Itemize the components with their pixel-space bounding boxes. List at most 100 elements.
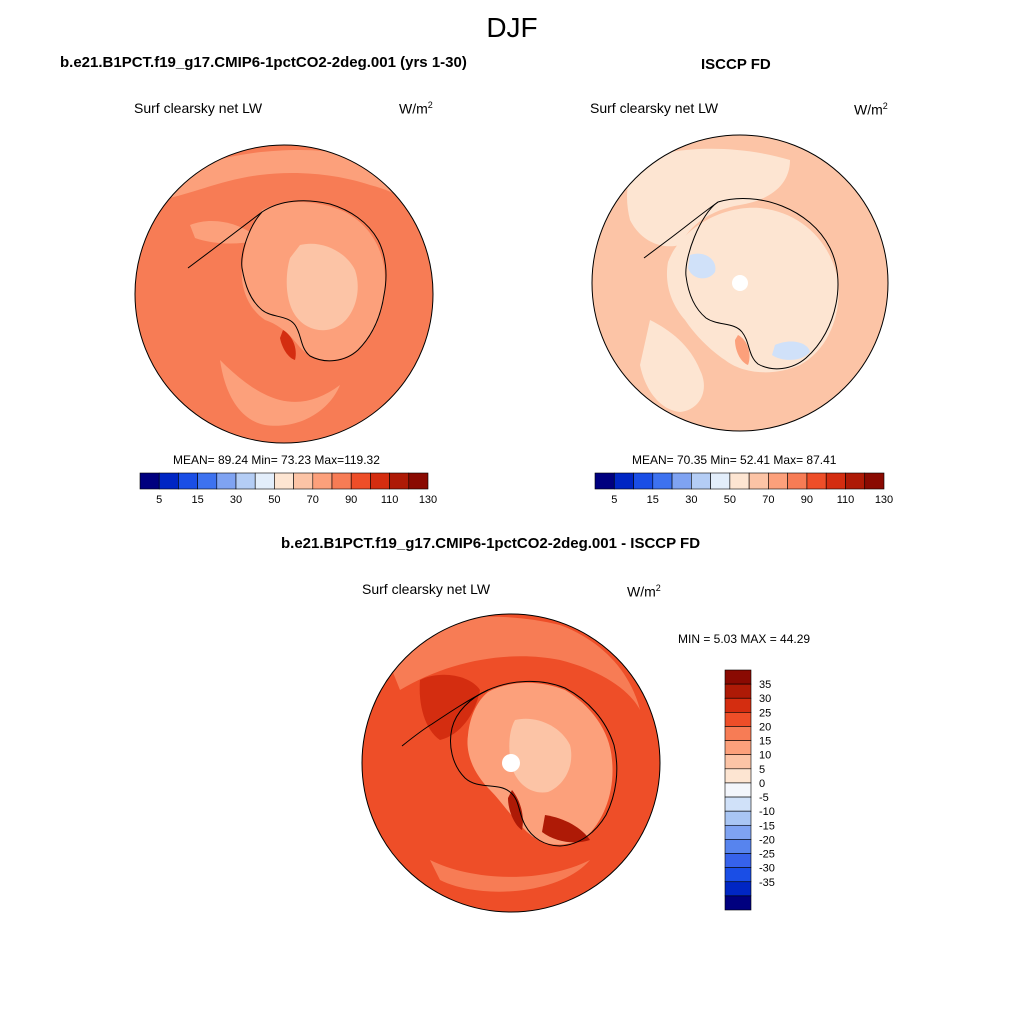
obs-panel-title: ISCCP FD bbox=[701, 56, 771, 73]
obs-antarctica-coastline bbox=[685, 198, 839, 370]
obs-polar-map bbox=[591, 134, 889, 432]
diff-colorbar-tick-label: 25 bbox=[759, 707, 771, 719]
obs-field-warm-patch bbox=[735, 335, 750, 365]
obs-colorbar-box bbox=[748, 472, 769, 490]
model-colorbar-tick-label: 130 bbox=[419, 494, 437, 506]
diff-colorbar-tick-label: -20 bbox=[759, 834, 775, 846]
obs-colorbar-box bbox=[633, 472, 654, 490]
model-colorbar-tick-label: 30 bbox=[230, 494, 242, 506]
obs-colorbar-box bbox=[710, 472, 731, 490]
model-antarctica-coastline bbox=[241, 200, 387, 362]
diff-field-dark-ross bbox=[508, 790, 523, 830]
diff-colorbar-tick-label: 20 bbox=[759, 721, 771, 733]
model-peninsula-coastline bbox=[187, 211, 263, 269]
diff-colorbar-box bbox=[724, 853, 752, 868]
obs-colorbar-box bbox=[787, 472, 808, 490]
obs-colorbar-tick-label: 90 bbox=[801, 494, 813, 506]
model-field-ocean-south bbox=[220, 360, 340, 426]
obs-field-north-band bbox=[627, 148, 790, 247]
model-colorbar: 5 15 30 50 70 90 110 130 bbox=[139, 472, 437, 506]
model-colorbar-box bbox=[178, 472, 198, 490]
model-colorbar-box bbox=[274, 472, 294, 490]
diff-colorbar-box bbox=[724, 810, 752, 826]
diff-field-plateau bbox=[509, 718, 572, 793]
model-colorbar-box bbox=[197, 472, 218, 490]
model-field-hotspot bbox=[280, 330, 296, 360]
diff-peninsula-coastline bbox=[401, 689, 489, 747]
model-stats-label: MEAN= 89.24 Min= 73.23 Max=119.32 bbox=[173, 453, 380, 467]
diff-units-label: W/m2 bbox=[627, 583, 661, 600]
diff-colorbar-box bbox=[724, 712, 752, 727]
model-variable-label: Surf clearsky net LW bbox=[134, 100, 263, 116]
model-map-border bbox=[134, 144, 434, 444]
obs-colorbar-tick-label: 50 bbox=[724, 494, 736, 506]
obs-variable-label: Surf clearsky net LW bbox=[590, 100, 719, 116]
obs-colorbar-tick-label: 70 bbox=[762, 494, 774, 506]
model-colorbar-box bbox=[312, 472, 333, 490]
obs-colorbar-box bbox=[729, 472, 750, 490]
diff-colorbar-box bbox=[724, 796, 752, 812]
diff-colorbar-box bbox=[724, 782, 752, 798]
diff-colorbar-tick-label: -25 bbox=[759, 849, 775, 861]
diff-field-north bbox=[380, 616, 640, 710]
model-colorbar-box bbox=[254, 472, 275, 490]
obs-field-continent bbox=[666, 207, 839, 373]
model-colorbar-box bbox=[216, 472, 237, 490]
obs-colorbar: 5 15 30 50 70 90 110 130 bbox=[594, 472, 893, 506]
obs-colorbar-tick-label: 110 bbox=[837, 494, 855, 506]
model-colorbar-box bbox=[370, 472, 390, 490]
model-colorbar-tick-label: 70 bbox=[307, 494, 319, 506]
diff-colorbar-box bbox=[724, 881, 752, 897]
model-panel-title: b.e21.B1PCT.f19_g17.CMIP6-1pctCO2-2deg.0… bbox=[60, 54, 467, 71]
obs-colorbar-box bbox=[594, 472, 615, 490]
obs-colorbar-box bbox=[806, 472, 827, 490]
diff-field-dark-east bbox=[542, 815, 590, 843]
diff-colorbar-box bbox=[724, 824, 752, 840]
model-colorbar-box bbox=[350, 472, 371, 490]
diff-stats-label: MIN = 5.03 MAX = 44.29 bbox=[678, 632, 811, 646]
obs-colorbar-box bbox=[768, 472, 788, 490]
model-field-plateau bbox=[286, 243, 358, 331]
model-colorbar-box bbox=[408, 472, 429, 490]
model-colorbar-tick-label: 15 bbox=[191, 494, 203, 506]
obs-colorbar-box bbox=[652, 472, 673, 490]
obs-colorbar-box bbox=[864, 472, 885, 490]
obs-colorbar-box bbox=[825, 472, 846, 490]
diff-colorbar-box bbox=[724, 740, 752, 756]
obs-colorbar-box bbox=[691, 472, 711, 490]
obs-map-border bbox=[591, 134, 889, 432]
model-colorbar-box bbox=[139, 472, 160, 490]
model-colorbar-tick-label: 90 bbox=[345, 494, 357, 506]
obs-peninsula-coastline bbox=[643, 201, 719, 259]
obs-colorbar-box bbox=[613, 472, 634, 490]
diff-colorbar-box bbox=[724, 839, 752, 854]
diff-colorbar-tick-label: -5 bbox=[759, 792, 769, 804]
obs-colorbar-box bbox=[845, 472, 866, 490]
obs-colorbar-box bbox=[671, 472, 692, 490]
diff-colorbar-tick-label: -30 bbox=[759, 863, 775, 875]
diff-colorbar-box bbox=[724, 768, 752, 784]
diff-colorbar-tick-label: -15 bbox=[759, 820, 775, 832]
diff-colorbar-tick-label: -35 bbox=[759, 877, 775, 889]
obs-field-south-band bbox=[640, 320, 704, 412]
obs-field-cold-patch-1 bbox=[688, 253, 716, 279]
obs-pole-missing bbox=[732, 275, 748, 291]
diff-field-south bbox=[430, 860, 590, 892]
diff-colorbar-tick-label: 5 bbox=[759, 764, 765, 776]
model-field-patch bbox=[190, 220, 260, 244]
model-field-ocean-north bbox=[160, 150, 420, 210]
diff-colorbar-box bbox=[724, 669, 752, 685]
diff-field-dark-west bbox=[419, 674, 480, 740]
figure-title: DJF bbox=[486, 12, 538, 43]
model-colorbar-box bbox=[235, 472, 256, 490]
model-colorbar-box bbox=[389, 472, 410, 490]
diff-colorbar-tick-label: 0 bbox=[759, 778, 765, 790]
diff-polar-map bbox=[361, 613, 661, 913]
diff-colorbar-tick-label: 10 bbox=[759, 750, 771, 762]
model-colorbar-box bbox=[293, 472, 314, 490]
diff-colorbar: 35 30 25 20 15 10 5 0 -5 -10 -15 -20 -25 -30 -35 bbox=[724, 669, 775, 911]
diff-colorbar-box bbox=[724, 895, 752, 911]
model-units-label: W/m2 bbox=[399, 100, 433, 117]
diff-colorbar-box bbox=[724, 697, 752, 713]
